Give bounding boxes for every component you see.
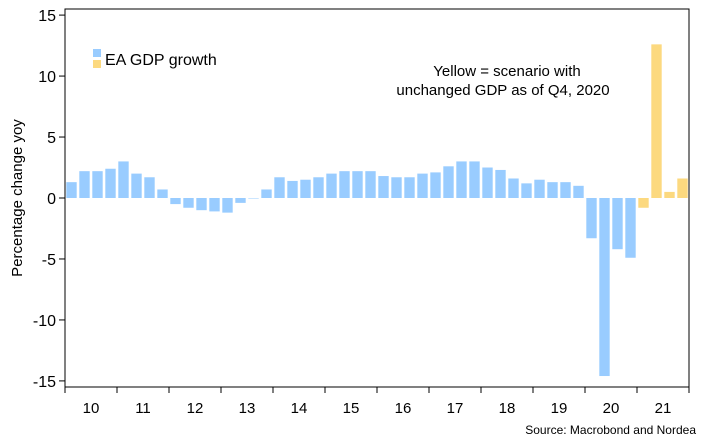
y-tick-label: 10: [38, 69, 56, 86]
y-axis-title: Percentage change yoy: [9, 119, 26, 277]
bar: [521, 183, 532, 198]
x-tick-label: 15: [343, 400, 360, 417]
bar: [482, 167, 493, 198]
bar: [664, 191, 675, 198]
bar: [469, 161, 480, 198]
bar: [274, 177, 285, 198]
x-tick-label: 14: [291, 400, 308, 417]
plot-area: 15 10 5 0 -5 -10 -15 10 11 12 13 14 15 16 17 18 19 20 21: [33, 8, 690, 417]
bar: [404, 177, 415, 198]
bar: [105, 168, 116, 198]
x-tick-label: 19: [551, 400, 568, 417]
y-axis-label: Percentage change yoy: [9, 119, 26, 277]
x-tick-label: 18: [499, 400, 516, 417]
x-tick-label: 17: [447, 400, 464, 417]
bar: [183, 198, 194, 208]
bar: [508, 178, 519, 198]
bar: [534, 179, 545, 198]
bar: [118, 161, 129, 198]
bar: [378, 176, 389, 198]
bar: [573, 185, 584, 198]
legend-swatch-actual: [93, 49, 101, 57]
bar: [300, 179, 311, 198]
bar: [599, 198, 610, 377]
bar: [391, 177, 402, 198]
x-tick-label: 21: [655, 400, 672, 417]
annotation-line-1: Yellow = scenario with: [433, 63, 580, 80]
bar: [560, 182, 571, 198]
legend-swatch-scenario: [93, 60, 101, 68]
bar: [222, 198, 233, 213]
bar: [443, 166, 454, 198]
x-tick-label: 16: [395, 400, 412, 417]
bar: [196, 198, 207, 211]
bar: [209, 198, 220, 212]
bar: [365, 171, 376, 198]
y-tick-label: 15: [38, 8, 56, 25]
bar: [495, 169, 506, 198]
x-tick-label: 12: [187, 400, 204, 417]
bar: [248, 198, 259, 199]
bar: [417, 173, 428, 198]
bar: [430, 172, 441, 198]
y-tick-label: -15: [33, 374, 56, 391]
bar: [586, 198, 597, 239]
bar: [144, 177, 155, 198]
bar: [456, 161, 467, 198]
bar: [79, 171, 90, 198]
y-tick-label: -10: [33, 313, 56, 330]
bar: [547, 182, 558, 198]
bar: [261, 189, 272, 198]
bar: [651, 44, 662, 198]
annotation: Yellow = scenario with unchanged GDP as …: [396, 63, 609, 99]
annotation-line-2: unchanged GDP as of Q4, 2020: [396, 82, 609, 99]
bar: [352, 171, 363, 198]
x-tick-label: 10: [83, 400, 100, 417]
bar: [235, 198, 246, 203]
source-note: Source: Macrobond and Nordea: [525, 423, 696, 437]
y-tick-label: -5: [42, 252, 56, 269]
y-tick-label: 0: [47, 191, 56, 208]
bar: [339, 171, 350, 198]
bar: [677, 178, 688, 198]
bar: [92, 171, 103, 198]
y-tick-label: 5: [47, 130, 56, 147]
bar: [131, 173, 142, 198]
bar: [326, 173, 337, 198]
bar: [612, 198, 623, 250]
bar: [625, 198, 636, 258]
bar: [313, 177, 324, 198]
bar: [157, 189, 168, 198]
x-tick-label: 11: [135, 400, 151, 417]
bar: [287, 180, 298, 198]
x-tick-label: 13: [239, 400, 256, 417]
bar: [638, 198, 649, 208]
legend: EA GDP growth: [93, 49, 217, 69]
bar: [170, 198, 181, 205]
x-tick-label: 20: [603, 400, 620, 417]
legend-label: EA GDP growth: [105, 52, 217, 69]
bar: [66, 182, 77, 198]
